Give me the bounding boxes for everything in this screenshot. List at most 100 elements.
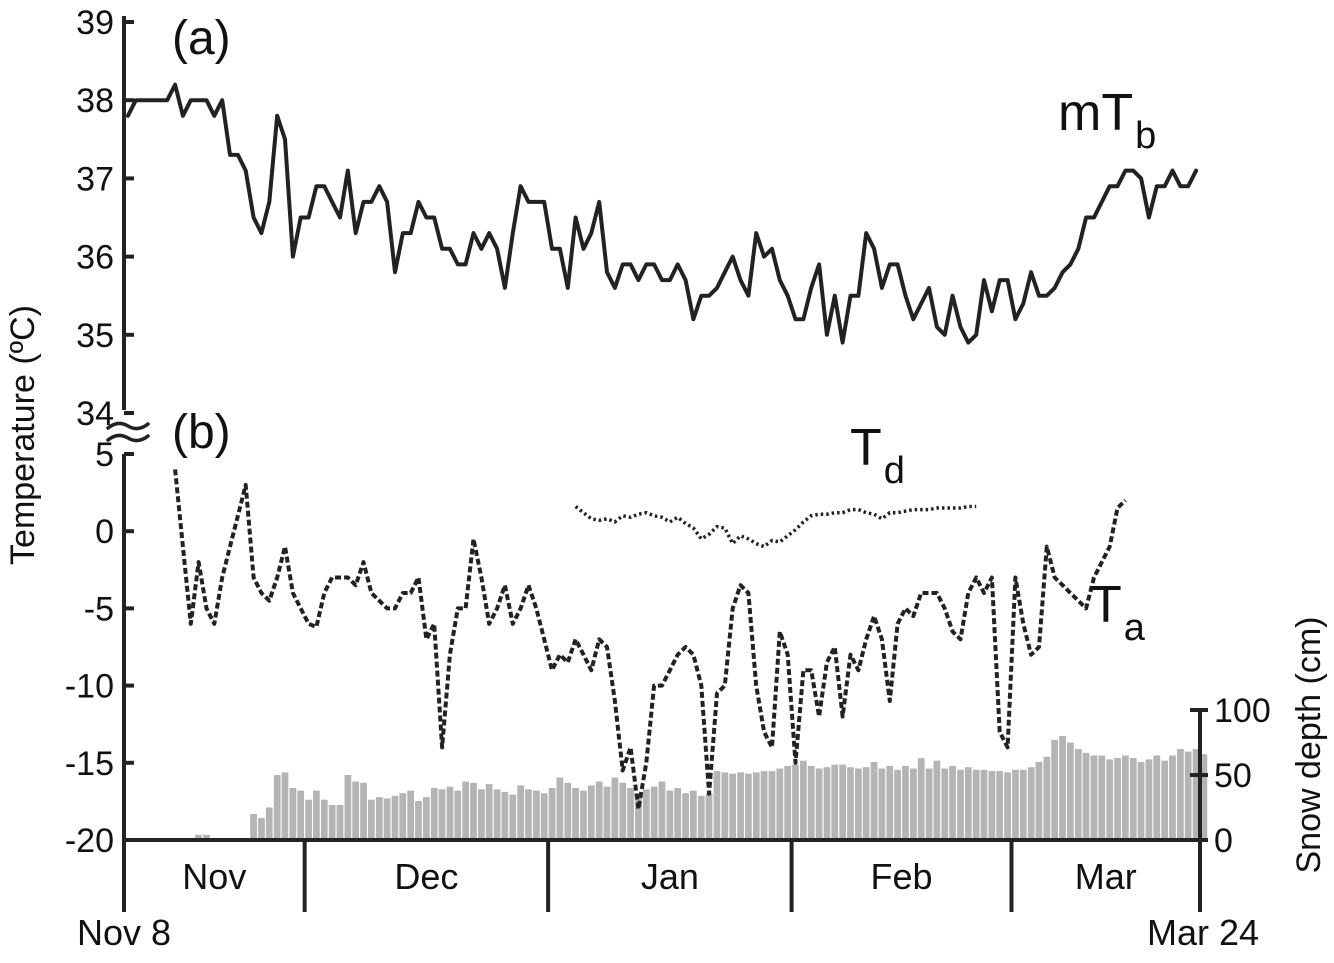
snow-bar: [1161, 760, 1169, 840]
snow-bar: [423, 797, 430, 840]
series-label-ta: Ta: [1090, 576, 1146, 649]
snow-bar: [988, 771, 996, 840]
snow-bar: [902, 765, 909, 840]
snow-bar: [580, 790, 587, 840]
tick-labels: Nov Dec Jan Feb Mar39383736353450-5-10-15-20…: [65, 4, 1271, 897]
snow-bar: [705, 793, 713, 840]
snow-bar: [1137, 762, 1145, 840]
snow-bar: [1059, 736, 1066, 840]
y-tick-label-upper-37: 37: [76, 160, 114, 198]
snow-bar: [1184, 751, 1192, 840]
snow-bar: [949, 765, 956, 840]
snow-bar: [195, 834, 202, 840]
snow-bar: [831, 764, 839, 840]
y-tick-label-right-100: 100: [1214, 692, 1271, 730]
snow-bar: [917, 758, 925, 840]
snow-bar: [1082, 752, 1090, 840]
snow-bar: [784, 765, 792, 840]
snow-bar: [800, 760, 807, 840]
snow-bar: [383, 798, 391, 840]
snow-bar: [328, 804, 336, 840]
snow-bar: [910, 768, 917, 840]
series-label-td-name: T: [850, 419, 882, 477]
snow-bar: [729, 773, 737, 840]
snow-bar: [289, 788, 297, 840]
snow-bar: [996, 771, 1004, 840]
panel-label-a: (a): [172, 12, 231, 65]
snow-bar: [713, 771, 721, 840]
snow-bar: [878, 768, 886, 840]
snow-bar: [674, 788, 682, 840]
snow-bar: [258, 817, 265, 840]
snow-bar: [870, 762, 878, 840]
snow-bar: [642, 789, 650, 840]
snow-bar: [635, 793, 642, 840]
snow-bar: [360, 782, 367, 840]
y-tick-label-lower--5: -5: [84, 590, 114, 628]
month-label-dec: Dec: [394, 856, 458, 897]
axis-break-icon: [106, 421, 150, 443]
snow-bar: [957, 769, 964, 840]
y-tick-label-right-0: 0: [1214, 822, 1233, 860]
snow-bar: [1106, 759, 1114, 840]
x-start-label: Nov 8: [77, 912, 171, 953]
snow-bar: [980, 769, 988, 840]
snow-bar: [768, 771, 776, 840]
y-axis-title-right: Snow depth (cm): [1290, 617, 1328, 874]
snow-bar: [1129, 758, 1137, 840]
snow-bar: [344, 775, 352, 840]
snow-bar: [203, 834, 210, 840]
snow-bar: [501, 791, 509, 840]
snow-bar: [1098, 755, 1106, 840]
y-tick-label-right-50: 50: [1214, 757, 1252, 795]
y-tick-label-upper-36: 36: [76, 239, 114, 277]
snow-bar: [273, 775, 281, 840]
y-tick-label-lower--20: -20: [65, 822, 114, 860]
month-label-nov: Nov: [182, 856, 246, 897]
snow-bar: [265, 807, 273, 840]
series-label-mtb: mTb: [1058, 84, 1156, 157]
snow-bar: [485, 784, 493, 840]
snow-bar: [1051, 739, 1059, 840]
snow-bar: [603, 786, 611, 840]
snow-bar: [886, 765, 894, 840]
snow-bar: [533, 790, 540, 840]
snow-bar: [815, 768, 823, 840]
panel-label-b: (b): [172, 406, 231, 459]
series-label-ta-sub: a: [1124, 607, 1146, 649]
snow-bar: [792, 764, 799, 840]
snow-bar: [1169, 755, 1176, 840]
x-end-label: Mar 24: [1147, 912, 1259, 953]
snow-bar: [690, 790, 697, 840]
snow-bar: [564, 782, 572, 840]
snow-bar: [595, 781, 603, 840]
snow-bar: [297, 790, 305, 840]
month-label-feb: Feb: [871, 856, 933, 897]
snow-bar: [1067, 742, 1074, 840]
snow-bar: [407, 790, 415, 840]
snow-bar: [823, 767, 831, 840]
y-tick-label-lower--10: -10: [65, 668, 114, 706]
snow-bar: [933, 760, 941, 840]
snow-bar: [839, 764, 847, 840]
snow-bar: [454, 790, 462, 840]
month-label-jan: Jan: [641, 856, 699, 897]
snow-bar: [493, 789, 501, 840]
y-axis-title-left: Temperature (ºC): [4, 305, 42, 565]
snow-bar: [587, 785, 595, 840]
snow-bar: [1145, 759, 1153, 840]
snow-bar: [862, 767, 870, 840]
y-tick-label-lower--15: -15: [65, 745, 114, 783]
snow-bar: [619, 782, 627, 840]
series-label-ta-name: T: [1090, 576, 1122, 634]
series-line-mtb: [125, 82, 1199, 345]
snow-bar: [925, 768, 933, 840]
snow-bar: [1019, 769, 1027, 840]
snow-bar: [446, 786, 454, 840]
snow-bar: [1004, 772, 1011, 840]
snow-bar: [964, 767, 972, 840]
snow-bar: [1114, 758, 1121, 840]
snow-bar: [336, 804, 344, 840]
month-label-mar: Mar: [1075, 856, 1137, 897]
